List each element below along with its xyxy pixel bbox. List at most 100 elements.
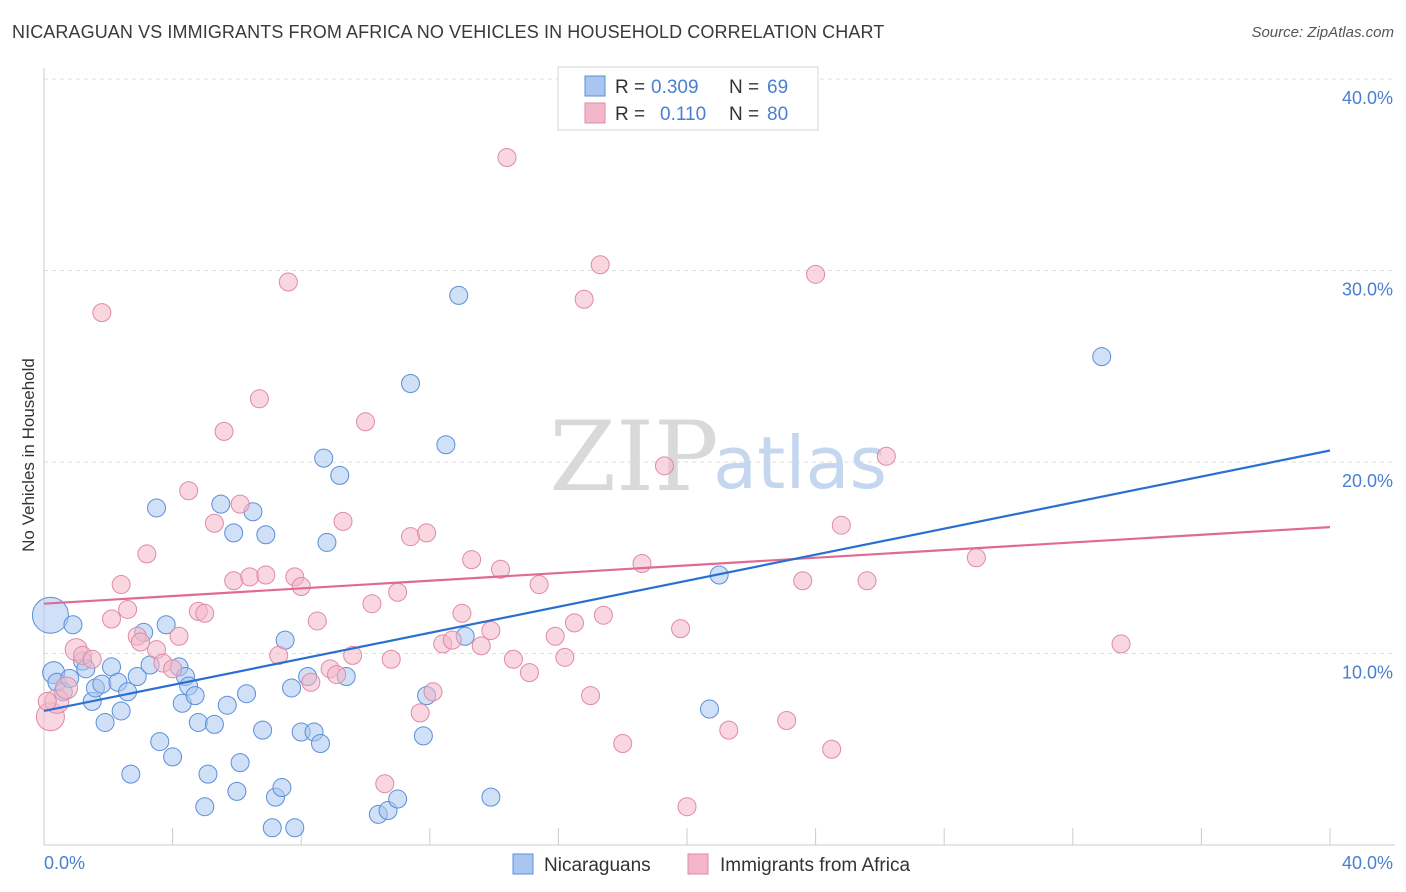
data-point	[327, 665, 347, 685]
data-point	[278, 272, 298, 292]
data-point	[301, 672, 321, 692]
data-point	[262, 818, 282, 838]
data-point	[111, 575, 131, 595]
x-tick-labels: 0.0% 40.0%	[44, 853, 1393, 873]
data-point	[111, 701, 131, 721]
data-point	[272, 778, 292, 798]
data-point	[102, 609, 122, 629]
data-point	[198, 764, 218, 784]
data-point	[147, 498, 167, 518]
data-point	[256, 525, 276, 545]
data-point	[188, 712, 208, 732]
data-point	[230, 494, 250, 514]
data-point	[831, 515, 851, 535]
data-point	[195, 603, 215, 623]
data-point	[37, 691, 57, 711]
data-point	[529, 575, 549, 595]
trend-line-immigrants-from-africa	[43, 526, 1331, 605]
data-point	[118, 599, 138, 619]
data-point	[793, 571, 813, 591]
data-point	[163, 747, 183, 767]
data-point	[127, 666, 147, 686]
data-point	[388, 789, 408, 809]
legend-n-label-1: N =	[729, 77, 759, 98]
data-point	[333, 511, 353, 531]
data-point	[291, 576, 311, 596]
data-point	[204, 714, 224, 734]
data-point	[700, 699, 720, 719]
data-point	[410, 703, 430, 723]
data-point	[581, 686, 601, 706]
data-point	[282, 678, 302, 698]
data-point	[362, 594, 382, 614]
bottom-legend-swatch-immigrants	[687, 853, 709, 875]
data-point	[95, 712, 115, 732]
data-point	[92, 303, 112, 323]
data-point	[150, 732, 170, 752]
data-point	[481, 621, 501, 641]
data-point	[82, 649, 102, 669]
legend-n-value-2: 80	[767, 104, 788, 125]
y-tick-label: 10.0%	[1342, 663, 1393, 683]
data-point	[503, 649, 523, 669]
bottom-legend-label-immigrants: Immigrants from Africa	[720, 855, 910, 876]
bottom-legend-label-nicaraguans: Nicaraguans	[544, 855, 651, 876]
data-point	[1111, 634, 1131, 654]
data-point	[555, 647, 575, 667]
legend-r-value-2: 0.110	[660, 104, 706, 125]
data-point	[204, 513, 224, 533]
data-point	[211, 494, 231, 514]
data-point	[413, 726, 433, 746]
data-point	[185, 686, 205, 706]
y-tick-label: 30.0%	[1342, 280, 1393, 300]
data-point	[401, 527, 421, 547]
data-point	[442, 630, 462, 650]
data-point	[330, 465, 350, 485]
data-point	[632, 553, 652, 573]
chart-title: NICARAGUAN VS IMMIGRANTS FROM AFRICA NO …	[12, 22, 885, 42]
data-point	[130, 632, 150, 652]
data-point	[55, 676, 79, 700]
data-point	[375, 774, 395, 794]
data-point	[63, 615, 83, 635]
data-point	[217, 695, 237, 715]
data-point	[423, 682, 443, 702]
watermark-atlas: atlas	[713, 421, 887, 505]
data-point	[857, 571, 877, 591]
data-point	[497, 148, 517, 168]
data-point	[436, 435, 456, 455]
y-tick-label: 20.0%	[1342, 471, 1393, 491]
data-point	[195, 797, 215, 817]
legend-swatch-pink	[584, 102, 606, 124]
data-point	[417, 523, 437, 543]
data-point	[719, 720, 739, 740]
data-point	[462, 550, 482, 570]
series-nicaraguans	[31, 285, 1112, 838]
legend-r-value-1: 0.309	[651, 77, 699, 98]
data-point	[121, 764, 141, 784]
data-point	[214, 421, 234, 441]
data-point	[381, 649, 401, 669]
data-point	[876, 446, 896, 466]
legend-n-label-2: N =	[729, 104, 759, 125]
data-point	[356, 412, 375, 432]
data-point	[285, 818, 305, 838]
data-point	[822, 739, 842, 759]
bottom-legend: Nicaraguans Immigrants from Africa	[512, 853, 910, 876]
data-point	[256, 565, 276, 585]
y-tick-labels: 10.0% 20.0% 30.0% 40.0%	[1342, 88, 1393, 683]
legend-r-label-1: R =	[615, 77, 645, 98]
data-point	[671, 619, 691, 639]
data-point	[31, 596, 69, 634]
data-point	[481, 787, 501, 807]
data-point	[249, 389, 269, 409]
y-tick-label: 40.0%	[1342, 88, 1393, 108]
data-point	[307, 611, 327, 631]
data-point	[613, 734, 633, 754]
data-point	[1092, 347, 1112, 367]
trend-line-nicaraguans	[43, 449, 1331, 713]
legend: R = 0.309 N = 69 R = 0.110 N = 80	[557, 66, 819, 131]
data-point	[491, 559, 511, 579]
data-point	[310, 734, 330, 754]
data-point	[806, 264, 826, 284]
